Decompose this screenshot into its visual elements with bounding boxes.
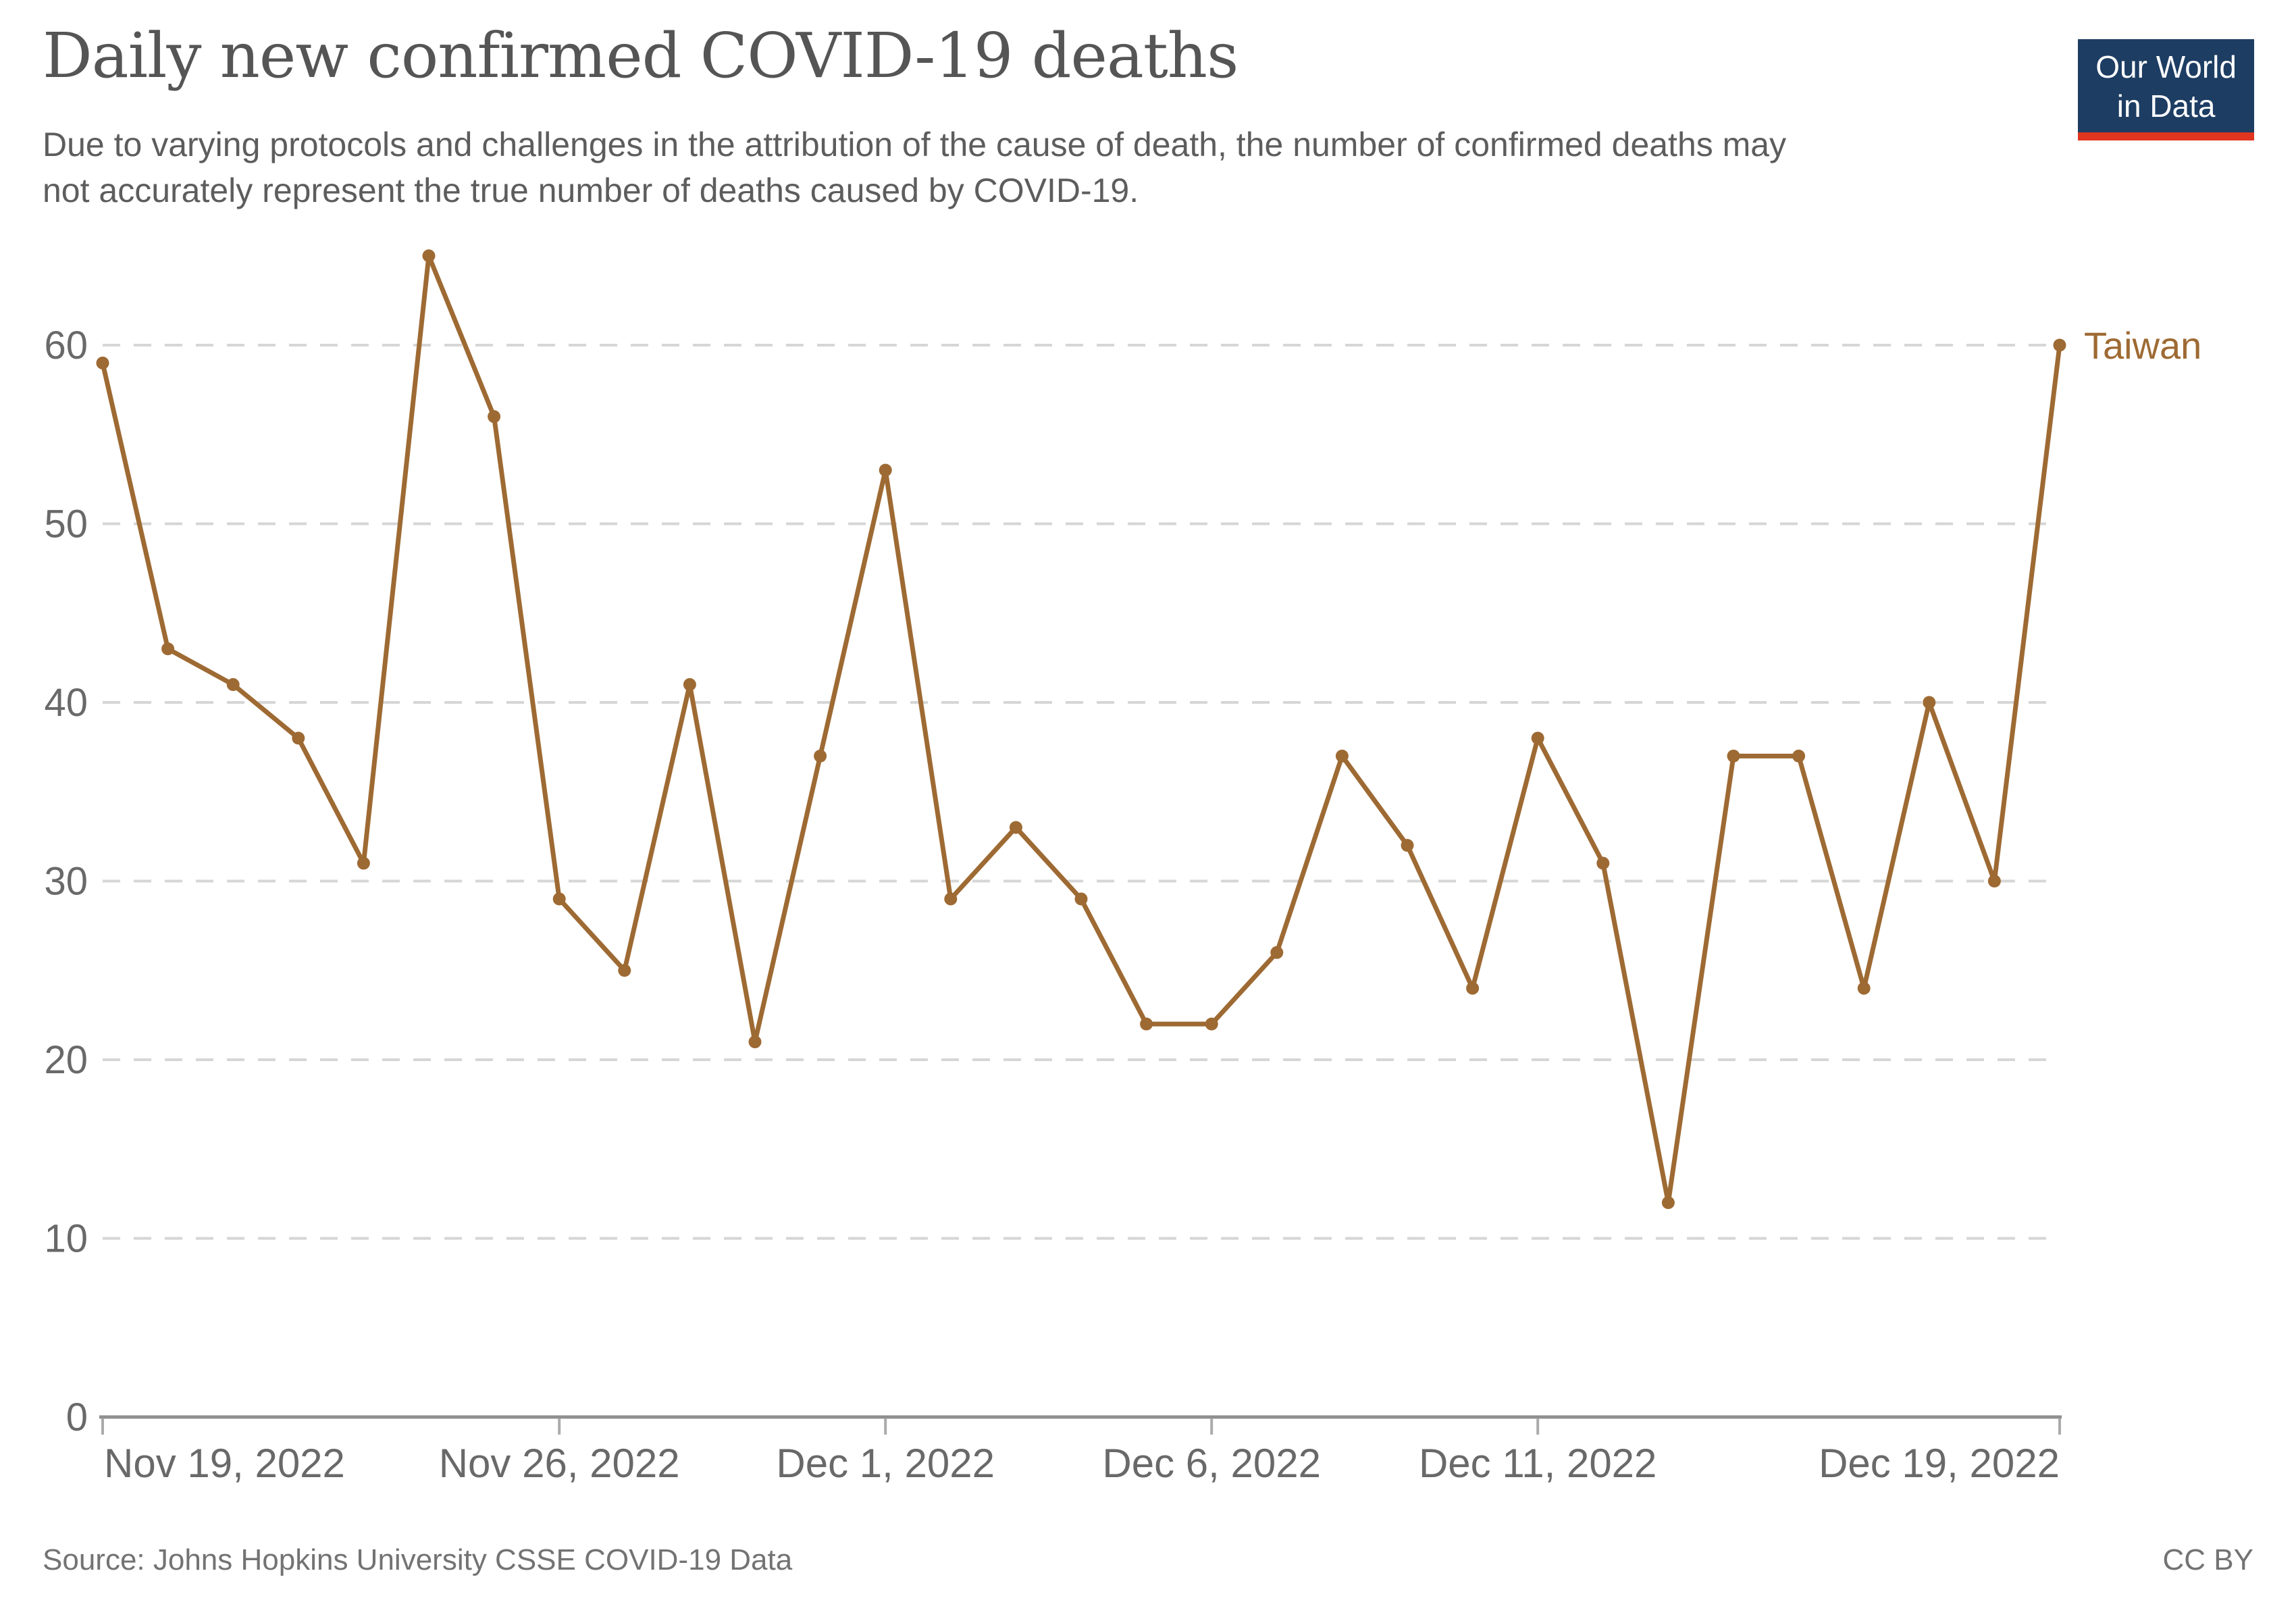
data-point [1335, 749, 1349, 763]
data-point [488, 410, 501, 423]
data-point [1596, 856, 1610, 870]
data-point [357, 856, 370, 870]
data-point [879, 463, 892, 477]
y-axis-label-50: 50 [44, 503, 88, 546]
owid-logo-line-2: in Data [2116, 88, 2216, 124]
y-axis-label-40: 40 [44, 681, 88, 725]
data-point [1531, 731, 1544, 745]
data-point [1466, 981, 1480, 995]
chart-subtitle: Due to varying protocols and challenges … [43, 122, 1786, 213]
data-point [96, 356, 109, 369]
page-title: Daily new confirmed COVID-19 deaths [43, 20, 1238, 92]
y-axis-label-0: 0 [66, 1395, 88, 1439]
y-axis-label-30: 30 [44, 860, 88, 904]
owid-logo-line-1: Our World [2095, 49, 2237, 84]
data-point [1792, 749, 1806, 763]
data-point [1205, 1017, 1218, 1031]
data-point [1727, 749, 1740, 763]
x-axis-label: Nov 26, 2022 [439, 1441, 680, 1486]
x-axis-label: Dec 6, 2022 [1102, 1441, 1321, 1486]
y-axis-label-60: 60 [44, 324, 88, 367]
data-point [1074, 892, 1088, 906]
x-axis-label: Dec 11, 2022 [1419, 1441, 1656, 1486]
chart-subtitle-line-1: Due to varying protocols and challenges … [43, 126, 1787, 163]
data-point [748, 1035, 762, 1049]
data-point [1857, 981, 1871, 995]
x-axis-label: Dec 19, 2022 [1819, 1441, 2060, 1486]
y-axis-label-20: 20 [44, 1038, 88, 1082]
data-point [683, 678, 696, 692]
owid-logo[interactable]: Our World in Data [2078, 39, 2254, 140]
y-axis-label-10: 10 [44, 1217, 88, 1261]
chart-subtitle-line-2: not accurately represent the true number… [43, 172, 1139, 209]
data-point [1009, 821, 1022, 834]
data-point [1401, 839, 1414, 852]
data-point [1987, 875, 2001, 887]
x-axis-label: Nov 19, 2022 [104, 1441, 345, 1486]
data-point [618, 964, 631, 977]
data-point [1923, 696, 1936, 709]
data-point [944, 892, 958, 906]
data-point [814, 749, 827, 763]
data-point [1140, 1017, 1153, 1031]
data-point [1661, 1196, 1675, 1210]
data-point [1270, 946, 1284, 959]
data-point [161, 642, 175, 656]
data-point [552, 892, 566, 906]
x-axis-label: Dec 1, 2022 [776, 1441, 995, 1486]
series-label-taiwan: Taiwan [2084, 324, 2201, 367]
data-point [226, 678, 240, 692]
data-point [2053, 338, 2066, 352]
license-badge[interactable]: CC BY [2162, 1543, 2253, 1576]
data-point [422, 249, 436, 263]
data-point [292, 731, 305, 745]
source-note: Source: Johns Hopkins University CSSE CO… [43, 1543, 793, 1576]
